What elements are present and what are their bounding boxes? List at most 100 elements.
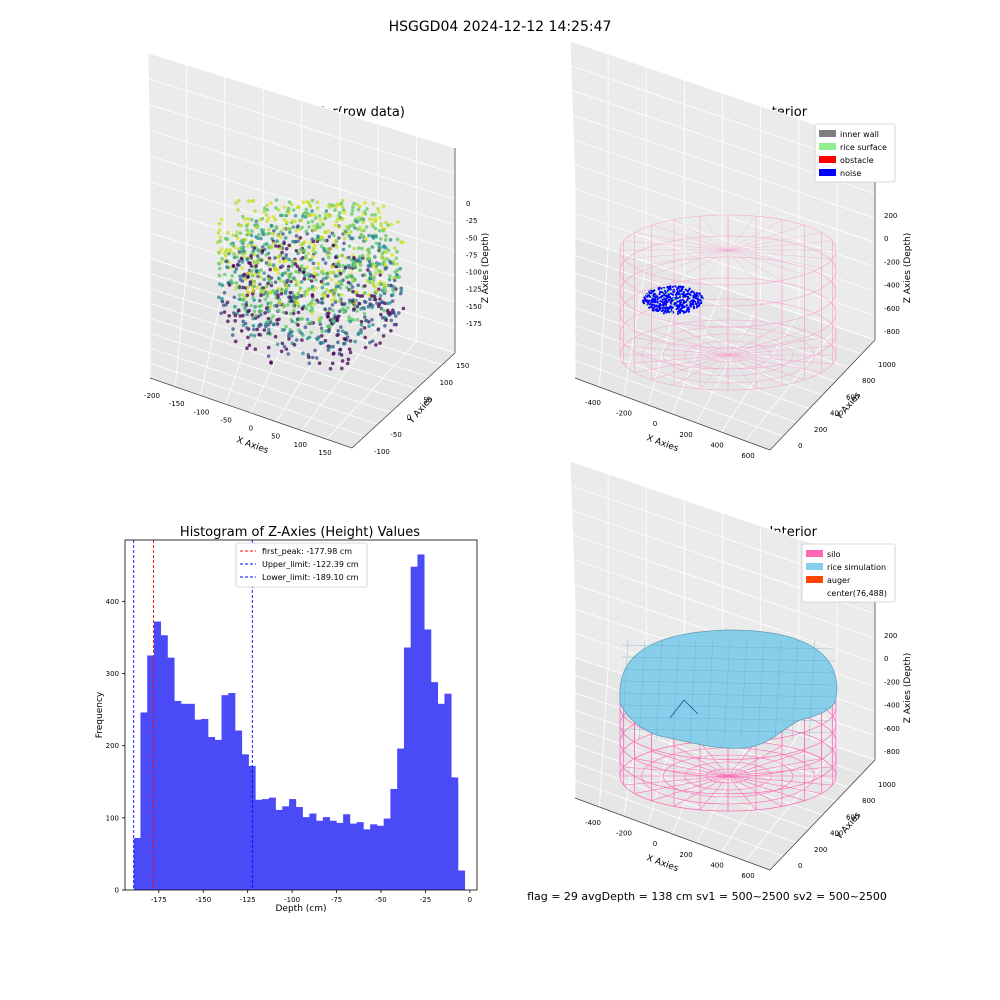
scan-point xyxy=(347,298,352,303)
grid-line xyxy=(147,257,456,354)
tick-label: -400 xyxy=(884,282,900,290)
noise-point xyxy=(679,301,682,305)
scan-point xyxy=(313,243,317,248)
hist-bar xyxy=(410,566,418,890)
floor-pane xyxy=(570,236,875,450)
scan-point xyxy=(346,280,351,285)
scan-point xyxy=(279,292,284,296)
legend-entry: inner wall xyxy=(840,130,879,139)
scan-point xyxy=(339,293,344,297)
hist-bar xyxy=(363,829,371,890)
scan-point xyxy=(330,203,335,208)
hist-bar xyxy=(133,838,141,890)
noise-point xyxy=(676,292,679,296)
scan-point xyxy=(244,224,249,228)
noise-point xyxy=(665,294,668,297)
silo-spoke xyxy=(727,766,833,777)
rice-surface-point xyxy=(687,301,690,304)
hist-bar xyxy=(282,806,290,890)
noise-point xyxy=(686,298,689,302)
classify-legend: inner wall rice surface obstacle noise xyxy=(814,123,896,183)
scan-point xyxy=(295,317,300,322)
scan-point xyxy=(350,277,355,282)
scan-point xyxy=(374,343,378,347)
scan-point xyxy=(387,277,392,282)
scan-point xyxy=(358,254,362,259)
noise-point xyxy=(676,300,679,303)
silo-spoke xyxy=(727,354,783,386)
hist-bar xyxy=(214,739,222,890)
hist-bar xyxy=(289,799,297,890)
silo-spoke xyxy=(727,216,757,251)
scan-point xyxy=(217,250,222,254)
scan-point xyxy=(279,230,283,234)
grid-line xyxy=(326,340,417,440)
scan-point xyxy=(273,218,278,222)
rice-surface-point xyxy=(676,298,679,302)
noise-point xyxy=(699,299,703,302)
scan-point xyxy=(374,271,378,275)
scan-point xyxy=(375,289,379,294)
grid-line xyxy=(720,733,800,853)
scan-point xyxy=(347,244,352,248)
scan-point xyxy=(286,206,291,211)
scan-point xyxy=(337,225,341,229)
scan-point xyxy=(261,288,265,293)
scan-point xyxy=(257,249,262,254)
noise-point xyxy=(682,285,685,288)
hist-bar xyxy=(268,797,276,890)
scan-point xyxy=(312,266,317,271)
scan-point xyxy=(292,297,297,302)
scan-point xyxy=(351,205,355,209)
tick-label: -100 xyxy=(193,408,209,416)
scan-point xyxy=(356,207,361,212)
tick-label: 800 xyxy=(862,797,875,805)
figure-title: HSGGD04 2024-12-12 14:25:47 xyxy=(389,19,612,35)
scan-point xyxy=(377,210,381,215)
scan-point xyxy=(315,200,320,204)
scan-point xyxy=(243,237,248,242)
silo-floor-ring xyxy=(684,340,772,370)
silo-spoke xyxy=(623,249,729,260)
scan-point xyxy=(317,214,322,218)
scan-point xyxy=(328,246,332,251)
scan-point xyxy=(235,236,240,240)
scan-point xyxy=(215,240,220,245)
silo-spoke xyxy=(699,354,729,389)
scan-point xyxy=(378,216,382,220)
scan-point xyxy=(392,278,397,283)
noise-point xyxy=(650,292,653,295)
scan-point xyxy=(321,257,325,262)
scan-point xyxy=(307,245,311,249)
noise-point xyxy=(661,291,664,294)
scan-point xyxy=(319,326,324,331)
scan-point xyxy=(248,282,252,287)
scan-point xyxy=(241,285,245,290)
scan-point xyxy=(318,322,323,327)
noise-point xyxy=(666,296,669,299)
scan-point xyxy=(309,273,314,278)
scan-point xyxy=(323,261,328,265)
silo-spoke xyxy=(727,745,783,777)
tick-label: 200 xyxy=(679,431,692,439)
scan-point xyxy=(296,251,300,256)
scan-point xyxy=(350,208,355,213)
x-tick-label: -150 xyxy=(195,896,211,904)
hist-bar xyxy=(221,695,229,890)
scan-point xyxy=(295,295,299,300)
rice-surface-point xyxy=(676,295,680,298)
scan-point xyxy=(291,239,295,244)
scan-point xyxy=(380,252,385,256)
scan-point xyxy=(390,299,395,303)
scan-point xyxy=(363,284,367,288)
hist-bar xyxy=(309,813,317,890)
grid-line xyxy=(569,65,576,208)
scan-point xyxy=(307,361,312,366)
tick-label: -800 xyxy=(884,748,900,756)
scan-point xyxy=(383,263,388,267)
scan-point xyxy=(363,345,368,350)
scan-point xyxy=(371,323,375,327)
legend-entry: first_peak: -177.98 cm xyxy=(262,547,352,556)
scan-point xyxy=(319,301,324,305)
scan-point xyxy=(345,224,349,229)
